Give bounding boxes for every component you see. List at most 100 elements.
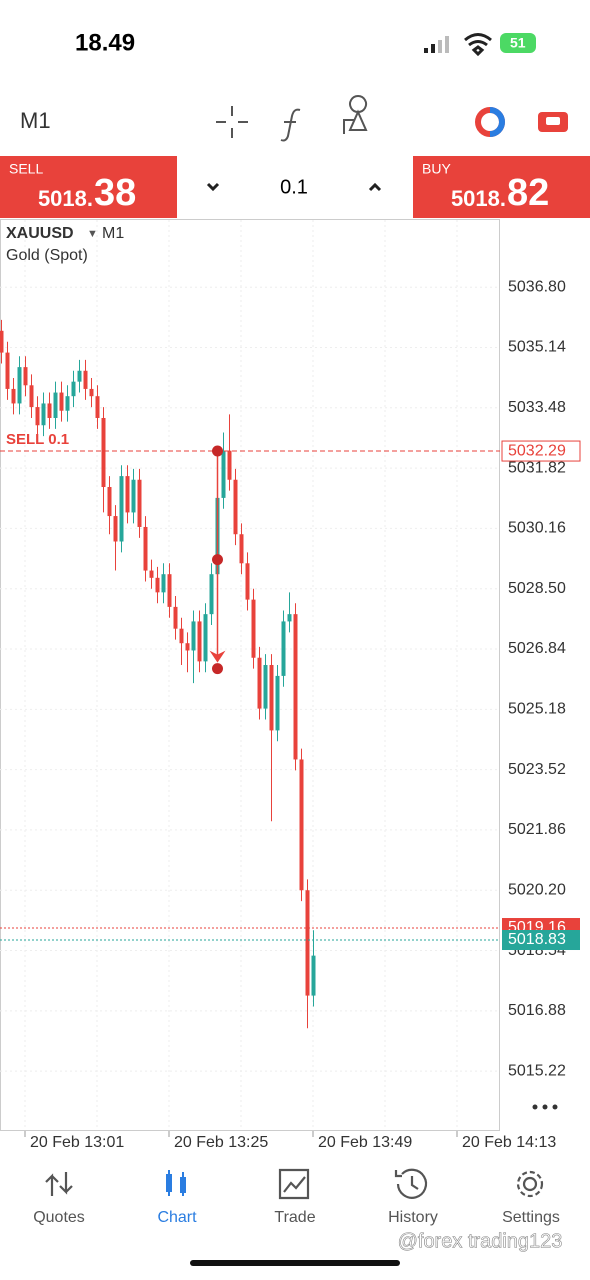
one-click-icon-part <box>489 107 505 137</box>
candle-body <box>179 628 184 644</box>
buy-button[interactable] <box>413 156 590 218</box>
candle-body <box>311 955 316 996</box>
watermark: @forex trading123 <box>398 1230 563 1252</box>
candle-body <box>59 392 64 411</box>
y-tick-label: 5033.48 <box>508 399 566 416</box>
candle-body <box>113 516 118 542</box>
volume-up[interactable] <box>368 182 382 192</box>
y-tick-label: 5036.80 <box>508 278 566 295</box>
candle-body <box>131 479 136 513</box>
candle-body <box>251 599 256 658</box>
candle-body <box>269 665 274 731</box>
battery-level: 51 <box>510 35 526 51</box>
buy-price-main: 5018. <box>451 186 506 211</box>
chart-frame <box>0 219 500 1131</box>
candle-body <box>197 621 202 662</box>
candle-body <box>77 370 82 382</box>
candle-body <box>227 450 232 480</box>
buy-label: BUY <box>422 161 451 177</box>
sell-button[interactable] <box>0 156 177 218</box>
timeframe-button[interactable]: M1 <box>20 108 51 133</box>
sell-label: SELL <box>9 161 43 177</box>
toolbar-icons[interactable] <box>216 95 368 142</box>
candle-body <box>11 388 16 404</box>
candle-body <box>23 367 28 386</box>
candle-body <box>29 385 34 408</box>
y-tick-label: 5035.14 <box>508 339 566 356</box>
y-tick-label: 5021.86 <box>508 821 566 838</box>
signal-icon <box>424 36 449 53</box>
y-tick-label: 5023.52 <box>508 761 566 778</box>
candle-body <box>119 476 124 542</box>
candle-body <box>167 574 172 607</box>
candle-body <box>155 577 160 593</box>
dropdown-arrow[interactable]: ▼ <box>87 228 98 240</box>
candle-body <box>107 487 112 517</box>
candle-body <box>257 657 262 709</box>
candle-body <box>101 417 106 488</box>
battery-icon <box>500 33 536 53</box>
chart-tab-icon <box>166 1170 186 1196</box>
y-tick-label: 5025.18 <box>508 701 566 718</box>
more-button[interactable] <box>532 1104 558 1110</box>
candle-body <box>203 614 208 662</box>
home-indicator <box>190 1260 400 1266</box>
price-label: 5018.83 <box>508 931 566 948</box>
candle-body <box>275 675 280 731</box>
candle-body <box>65 396 70 411</box>
order-label: SELL 0.1 <box>6 431 69 448</box>
candle-body <box>125 476 130 513</box>
candle-body <box>71 381 76 397</box>
volume-down[interactable] <box>206 182 220 192</box>
candle-body <box>281 621 286 676</box>
x-tick-label: 20 Feb 13:01 <box>30 1134 124 1151</box>
status-time: 18.49 <box>75 29 135 56</box>
y-tick-label: 5026.84 <box>508 640 566 657</box>
candle-body <box>0 330 4 353</box>
price-label-box <box>502 930 580 951</box>
candle-body <box>287 614 292 622</box>
candle-body <box>17 367 22 404</box>
trade-mark <box>212 663 223 675</box>
candle-body <box>191 621 196 651</box>
tab-label[interactable]: History <box>388 1209 438 1226</box>
wifi-icon <box>464 33 492 57</box>
candle-body <box>53 392 58 418</box>
symbol: XAUUSD <box>6 225 74 242</box>
candle-body <box>41 403 46 426</box>
tab-label[interactable]: Trade <box>274 1209 315 1226</box>
price-label-box <box>501 440 581 462</box>
plot <box>0 286 500 1072</box>
candle-body <box>47 403 52 418</box>
y-tick-label: 5028.50 <box>508 580 566 597</box>
tab-label[interactable]: Settings <box>502 1209 560 1226</box>
candle-body <box>239 534 244 564</box>
y-tick-label: 5020.20 <box>508 881 566 898</box>
x-tick-label: 20 Feb 13:49 <box>318 1134 412 1151</box>
candle-body <box>245 563 250 600</box>
y-tick-label: 5031.82 <box>508 459 566 476</box>
candle-body <box>221 450 226 498</box>
candle-body <box>35 407 40 426</box>
sell-price-main: 5018. <box>38 186 93 211</box>
candle-body <box>173 606 178 629</box>
y-tick-label: 5015.22 <box>508 1062 566 1079</box>
candle-body <box>137 479 142 527</box>
tab-icons <box>45 1168 544 1200</box>
trade-mark <box>212 554 223 566</box>
candle-body <box>149 570 154 578</box>
candle-body <box>89 388 94 397</box>
candle-body <box>209 574 214 615</box>
tab-label[interactable]: Quotes <box>33 1209 85 1226</box>
candle-body <box>161 574 166 593</box>
candle-body <box>83 370 88 389</box>
volume[interactable]: 0.1 <box>280 176 308 198</box>
sell-price-big: 38 <box>94 172 136 214</box>
x-tick-label: 20 Feb 14:13 <box>462 1134 556 1151</box>
symbol-description: Gold (Spot) <box>6 247 88 264</box>
candle-body <box>95 396 100 418</box>
candle-body <box>305 890 310 996</box>
tab-label[interactable]: Chart <box>157 1209 197 1226</box>
trade-mark <box>212 445 223 457</box>
